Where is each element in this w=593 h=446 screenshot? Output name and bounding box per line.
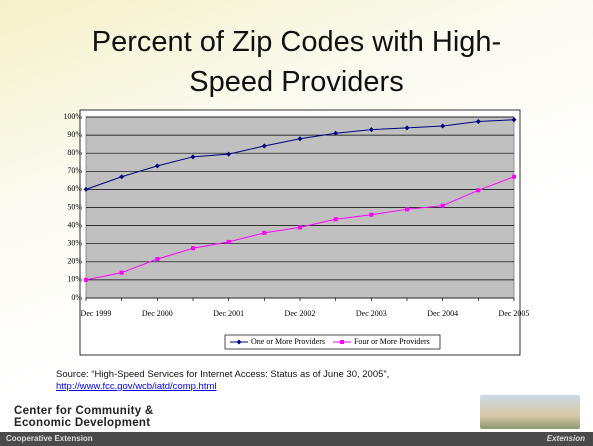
point: [339, 340, 344, 344]
legend-label: Four or More Providers: [354, 337, 430, 346]
x-tick-label: Dec 2004: [427, 309, 458, 318]
x-tick-label: Dec 2000: [142, 309, 173, 318]
point: [368, 127, 374, 133]
y-tick-label: 20%: [67, 257, 82, 266]
point: [369, 212, 374, 217]
point: [154, 163, 160, 169]
y-tick-label: 90%: [67, 130, 82, 139]
point: [405, 207, 409, 212]
x-tick-label: Dec 2001: [213, 309, 244, 318]
point: [404, 125, 410, 131]
y-tick-label: 50%: [67, 202, 82, 211]
x-tick-label: Dec 2003: [356, 309, 387, 318]
source-text: Source: “High-Speed Services for Interne…: [56, 369, 390, 380]
point: [512, 174, 516, 179]
x-tick-label: Dec 1999: [81, 309, 112, 318]
photo: [480, 395, 580, 429]
point: [262, 230, 267, 235]
point: [511, 117, 517, 123]
x-tick-label: Dec 2002: [285, 309, 316, 318]
y-tick-label: 30%: [67, 239, 82, 248]
logo-line: Center for Community &: [14, 405, 154, 417]
x-tick-label: Dec 2005: [499, 309, 530, 318]
point: [440, 123, 446, 129]
y-tick-label: 100%: [63, 112, 82, 121]
point: [476, 188, 481, 193]
y-tick-label: 60%: [67, 184, 82, 193]
logo: Center for Community & Economic Developm…: [14, 405, 154, 429]
source: Source: “High-Speed Services for Interne…: [56, 369, 486, 393]
footer-text: Cooperative Extension: [6, 434, 93, 443]
y-tick-label: 0%: [71, 293, 82, 302]
y-tick-label: 10%: [67, 275, 82, 284]
point: [119, 270, 124, 275]
point: [226, 151, 232, 157]
point: [190, 154, 196, 160]
point: [440, 203, 445, 208]
point: [297, 136, 303, 142]
point: [261, 143, 267, 149]
y-tick-label: 80%: [67, 148, 82, 157]
legend-box: [224, 334, 441, 350]
point: [83, 186, 89, 192]
legend-label: One or More Providers: [251, 337, 325, 346]
point: [333, 130, 339, 136]
footer-brand: Extension: [546, 434, 585, 443]
y-tick-label: 40%: [67, 220, 82, 229]
source-link[interactable]: http://www.fcc.gov/wcb/iatd/comp.html: [56, 381, 217, 392]
footer-bar: Cooperative Extension Extension: [0, 432, 593, 446]
point: [298, 225, 302, 230]
point: [226, 239, 231, 244]
point: [84, 277, 88, 282]
point: [333, 217, 338, 222]
point: [119, 174, 125, 180]
slide-title: Percent of Zip Codes with High-Speed Pro…: [91, 26, 502, 98]
point: [236, 339, 242, 345]
y-tick-label: 70%: [67, 166, 82, 175]
logo-line: Economic Development: [14, 417, 151, 429]
point: [155, 257, 160, 262]
point: [191, 246, 195, 251]
point: [475, 119, 481, 125]
